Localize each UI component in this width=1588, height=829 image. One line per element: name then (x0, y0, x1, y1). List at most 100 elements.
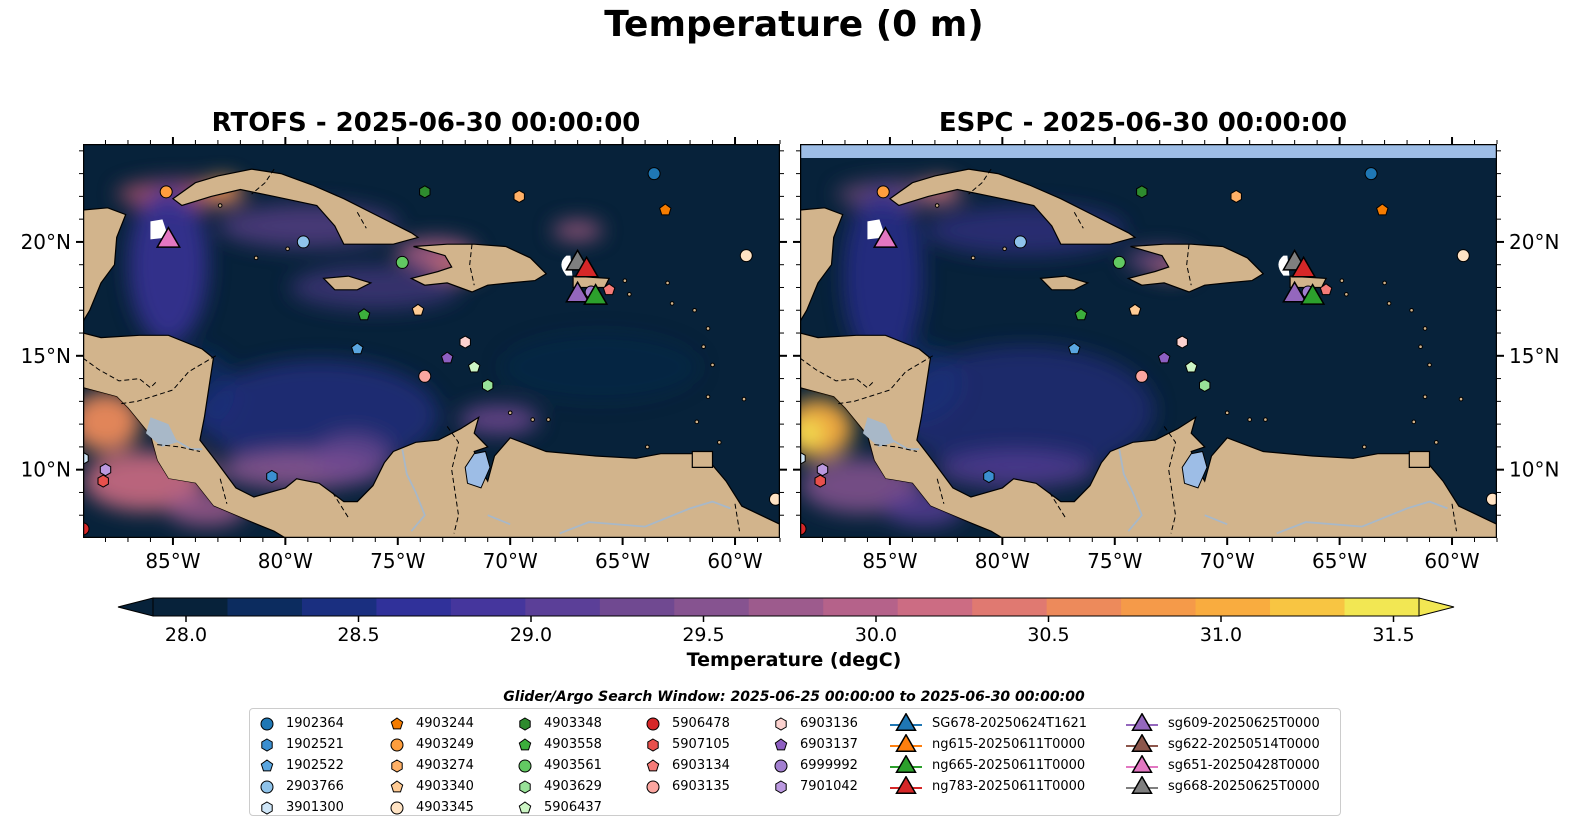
colorbar-extend-low (117, 597, 154, 617)
legend-column: SG678-20250624T1621 ng615-20250611T0000 ng… (890, 712, 1088, 797)
legend-label: 5906478 (672, 716, 730, 731)
rtofs-argo-float-4903274 (513, 189, 525, 203)
rtofs-argo-float-7901042 (99, 463, 112, 477)
espc-lon-tick-label: 70°W (1200, 549, 1255, 573)
legend-label: 4903345 (416, 800, 474, 815)
legend-item: 4903629 (516, 776, 602, 797)
rtofs-panel-title: RTOFS - 2025-06-30 00:00:00 (211, 108, 641, 138)
colorbar-tick-label: 29.5 (682, 624, 724, 646)
rtofs-argo-float-4903561 (395, 255, 409, 269)
espc-argo-float-6903134 (1319, 283, 1333, 296)
legend-label: ng615-20250611T0000 (932, 737, 1086, 752)
legend-label: 4903274 (416, 758, 474, 773)
legend-item: 5906437 (516, 797, 602, 818)
circle-marker-icon (646, 717, 660, 730)
espc-lon-tick-label: 65°W (1312, 549, 1367, 573)
legend-column: 5906478 5907105 6903134 6903135 (644, 713, 730, 797)
espc-lat-tick-label: 10°N (1509, 458, 1559, 482)
rtofs-argo-float-4903629 (482, 378, 494, 392)
colorbar-tick-label: 28.5 (337, 624, 379, 646)
circle-marker-icon (390, 801, 404, 814)
espc-argo-float-1902521 (983, 469, 995, 484)
legend-label: 4903244 (416, 716, 474, 731)
colorbar-tick-label: 29.0 (510, 624, 552, 646)
espc-lon-tick-label: 75°W (1087, 549, 1142, 573)
pentagon-marker-icon (518, 800, 532, 813)
rtofs-argo-float-3901300 (83, 451, 89, 465)
espc-argo-float-1902522 (1068, 342, 1081, 355)
legend-item: SG678-20250624T1621 (890, 712, 1088, 734)
legend-label: 6999992 (800, 758, 858, 773)
rtofs-land (83, 144, 780, 538)
legend-label: 4903249 (416, 737, 474, 752)
espc-argo-float-5906478 (800, 522, 807, 536)
rtofs-lon-tick-label: 65°W (595, 549, 650, 573)
legend-item: 5907105 (644, 734, 730, 755)
rtofs-argo-float-6903137 (440, 351, 454, 364)
espc-glider-ng783-20250611T0000 (1291, 255, 1317, 278)
legend-label: 5906437 (544, 800, 602, 815)
espc-argo-float-4903629 (1199, 378, 1211, 392)
espc-argo-float-4903558 (1074, 308, 1088, 321)
espc-argo-float-7901042 (816, 463, 829, 477)
rtofs-argo-float-4903340 (411, 303, 425, 316)
figure-title: Temperature (0 m) (604, 4, 984, 45)
pentagon-marker-icon (646, 758, 660, 771)
espc-lat-tick-label: 20°N (1509, 230, 1559, 254)
legend-label: ng783-20250611T0000 (932, 779, 1086, 794)
espc-lon-tick-label: 85°W (862, 549, 917, 573)
espc-argo-float-3901300 (800, 451, 806, 465)
legend-label: 2903766 (286, 779, 344, 794)
espc-argo-float-5907105 (814, 474, 826, 488)
colorbar-label: Temperature (degC) (686, 649, 902, 671)
espc-lake-nicaragua (863, 417, 895, 447)
legend-column: 4903348 4903558 4903561 4903629 5906437 (516, 713, 602, 818)
espc-argo-float-4903244 (1376, 203, 1389, 216)
hexagon-marker-icon (391, 758, 403, 773)
rtofs-lon-tick-label: 70°W (483, 549, 538, 573)
legend-label: SG678-20250624T1621 (932, 716, 1088, 731)
rtofs-lat-tick-label: 15°N (21, 344, 71, 368)
rtofs-glider-sg609-20250625T0000 (565, 280, 591, 303)
legend-item: sg609-20250625T0000 (1126, 712, 1320, 734)
pentagon-marker-icon (260, 758, 274, 771)
legend-label: sg668-20250625T0000 (1168, 779, 1320, 794)
hexagon-marker-icon (519, 716, 531, 731)
pentagon-marker-icon (518, 737, 532, 750)
hexagon-marker-icon (775, 779, 787, 794)
rtofs-lon-tick-label: 60°W (707, 549, 762, 573)
legend-item: 4903348 (516, 713, 602, 734)
espc-argo-float-6903136 (1176, 335, 1188, 349)
espc-argo-float-2903766 (1013, 235, 1027, 249)
legend-item: 3901300 (258, 797, 344, 818)
espc-argo-float-1902364 (1364, 167, 1378, 181)
legend-item: 7901042 (772, 776, 858, 797)
legend-label: 6903135 (672, 779, 730, 794)
rtofs-argo-float-2903766 (296, 235, 310, 249)
colorbar-tick-label: 30.5 (1027, 624, 1069, 646)
legend-item: 4903244 (388, 713, 474, 734)
circle-marker-icon (260, 780, 274, 793)
rtofs-lat-tick-label: 10°N (21, 458, 71, 482)
legend-column: 4903244 4903249 4903274 4903340 4903345 (388, 713, 474, 818)
legend-item: 4903249 (388, 734, 474, 755)
rtofs-argo-float-extra-58 (769, 492, 780, 506)
legend-item: ng783-20250611T0000 (890, 775, 1087, 797)
rtofs-argo-float-4903244 (659, 203, 672, 216)
triangle-marker-icon (890, 712, 922, 731)
legend-label: 4903340 (416, 779, 474, 794)
rtofs-argo-float-1902364 (647, 167, 661, 181)
espc-argo-float-5906437 (1184, 360, 1198, 373)
colorbar-tick-label: 30.0 (855, 624, 897, 646)
legend-item: ng665-20250611T0000 (890, 754, 1087, 776)
rtofs-argo-float-6903134 (602, 283, 616, 296)
legend-item: 4903561 (516, 755, 602, 776)
pentagon-marker-icon (390, 716, 404, 729)
legend-label: 1902364 (286, 716, 344, 731)
legend-item: 4903274 (388, 755, 474, 776)
legend-item: 2903766 (258, 776, 344, 797)
hexagon-marker-icon (775, 716, 787, 731)
search-window-label: Glider/Argo Search Window: 2025-06-25 00… (503, 689, 1085, 705)
circle-marker-icon (518, 759, 532, 772)
legend-label: 4903558 (544, 737, 602, 752)
